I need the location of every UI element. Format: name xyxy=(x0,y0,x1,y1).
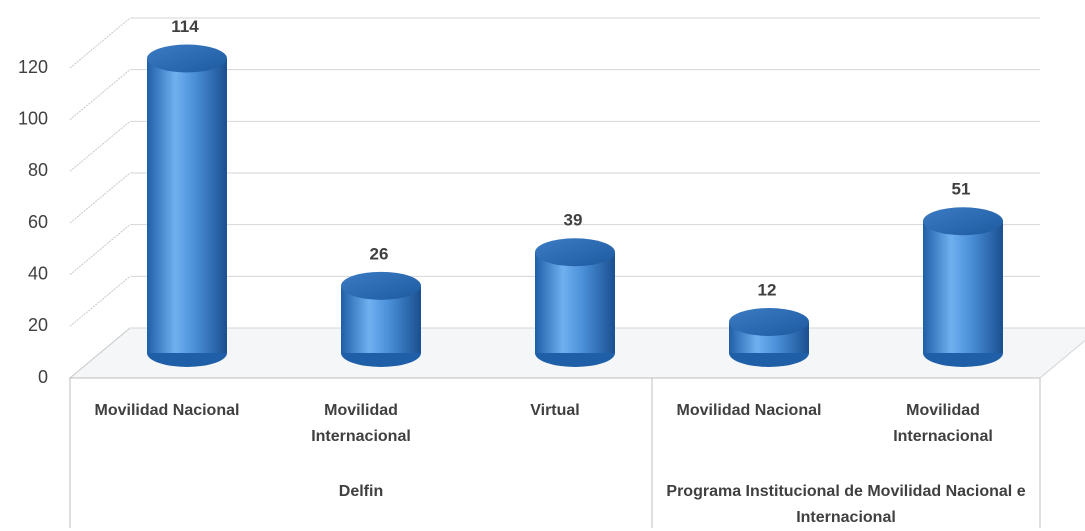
data-label: 39 xyxy=(564,211,583,230)
x-tick-label: Movilidad Nacional xyxy=(676,402,822,419)
grid-line-side xyxy=(69,275,131,327)
cylinder xyxy=(535,238,615,367)
group-label: Programa Institucional de Movilidad Naci… xyxy=(666,483,1026,526)
y-tick-label: 80 xyxy=(28,160,48,180)
data-label: 114 xyxy=(171,17,199,36)
x-tick-label: Movilidad Nacional xyxy=(94,402,240,419)
y-tick-label: 120 xyxy=(18,57,48,77)
data-label: 51 xyxy=(952,180,971,199)
data-label: 26 xyxy=(370,244,389,263)
cylinder-top xyxy=(923,207,1003,236)
x-tick-label: Movilidad Internacional xyxy=(311,402,411,445)
y-tick-label: 0 xyxy=(38,367,48,387)
y-tick-label: 100 xyxy=(18,108,48,128)
grid-line-side xyxy=(69,17,131,69)
cylinder-top xyxy=(729,308,809,336)
bar xyxy=(535,252,615,353)
cylinder xyxy=(147,44,227,367)
group-label: Delfin xyxy=(338,483,384,500)
x-tick-label: Virtual xyxy=(530,402,580,419)
grid-line-side xyxy=(69,172,131,224)
y-tick-label: 60 xyxy=(28,212,48,232)
cylinder-top xyxy=(535,238,615,267)
data-label: 12 xyxy=(758,280,777,299)
grid-line-side xyxy=(69,69,131,121)
x-tick-label: Movilidad Internacional xyxy=(893,402,993,445)
cylinder xyxy=(341,271,421,367)
cylinder xyxy=(729,308,809,367)
y-tick-label: 40 xyxy=(28,263,48,283)
cylinder-top xyxy=(341,271,421,300)
bar xyxy=(923,221,1003,353)
cylinder xyxy=(923,207,1003,367)
cylinder-top xyxy=(147,44,227,73)
y-tick-label: 20 xyxy=(28,315,48,335)
grid-line-side xyxy=(69,224,131,276)
grid-line-side xyxy=(69,120,131,172)
grid-line-side xyxy=(69,327,131,379)
bar xyxy=(147,58,227,353)
